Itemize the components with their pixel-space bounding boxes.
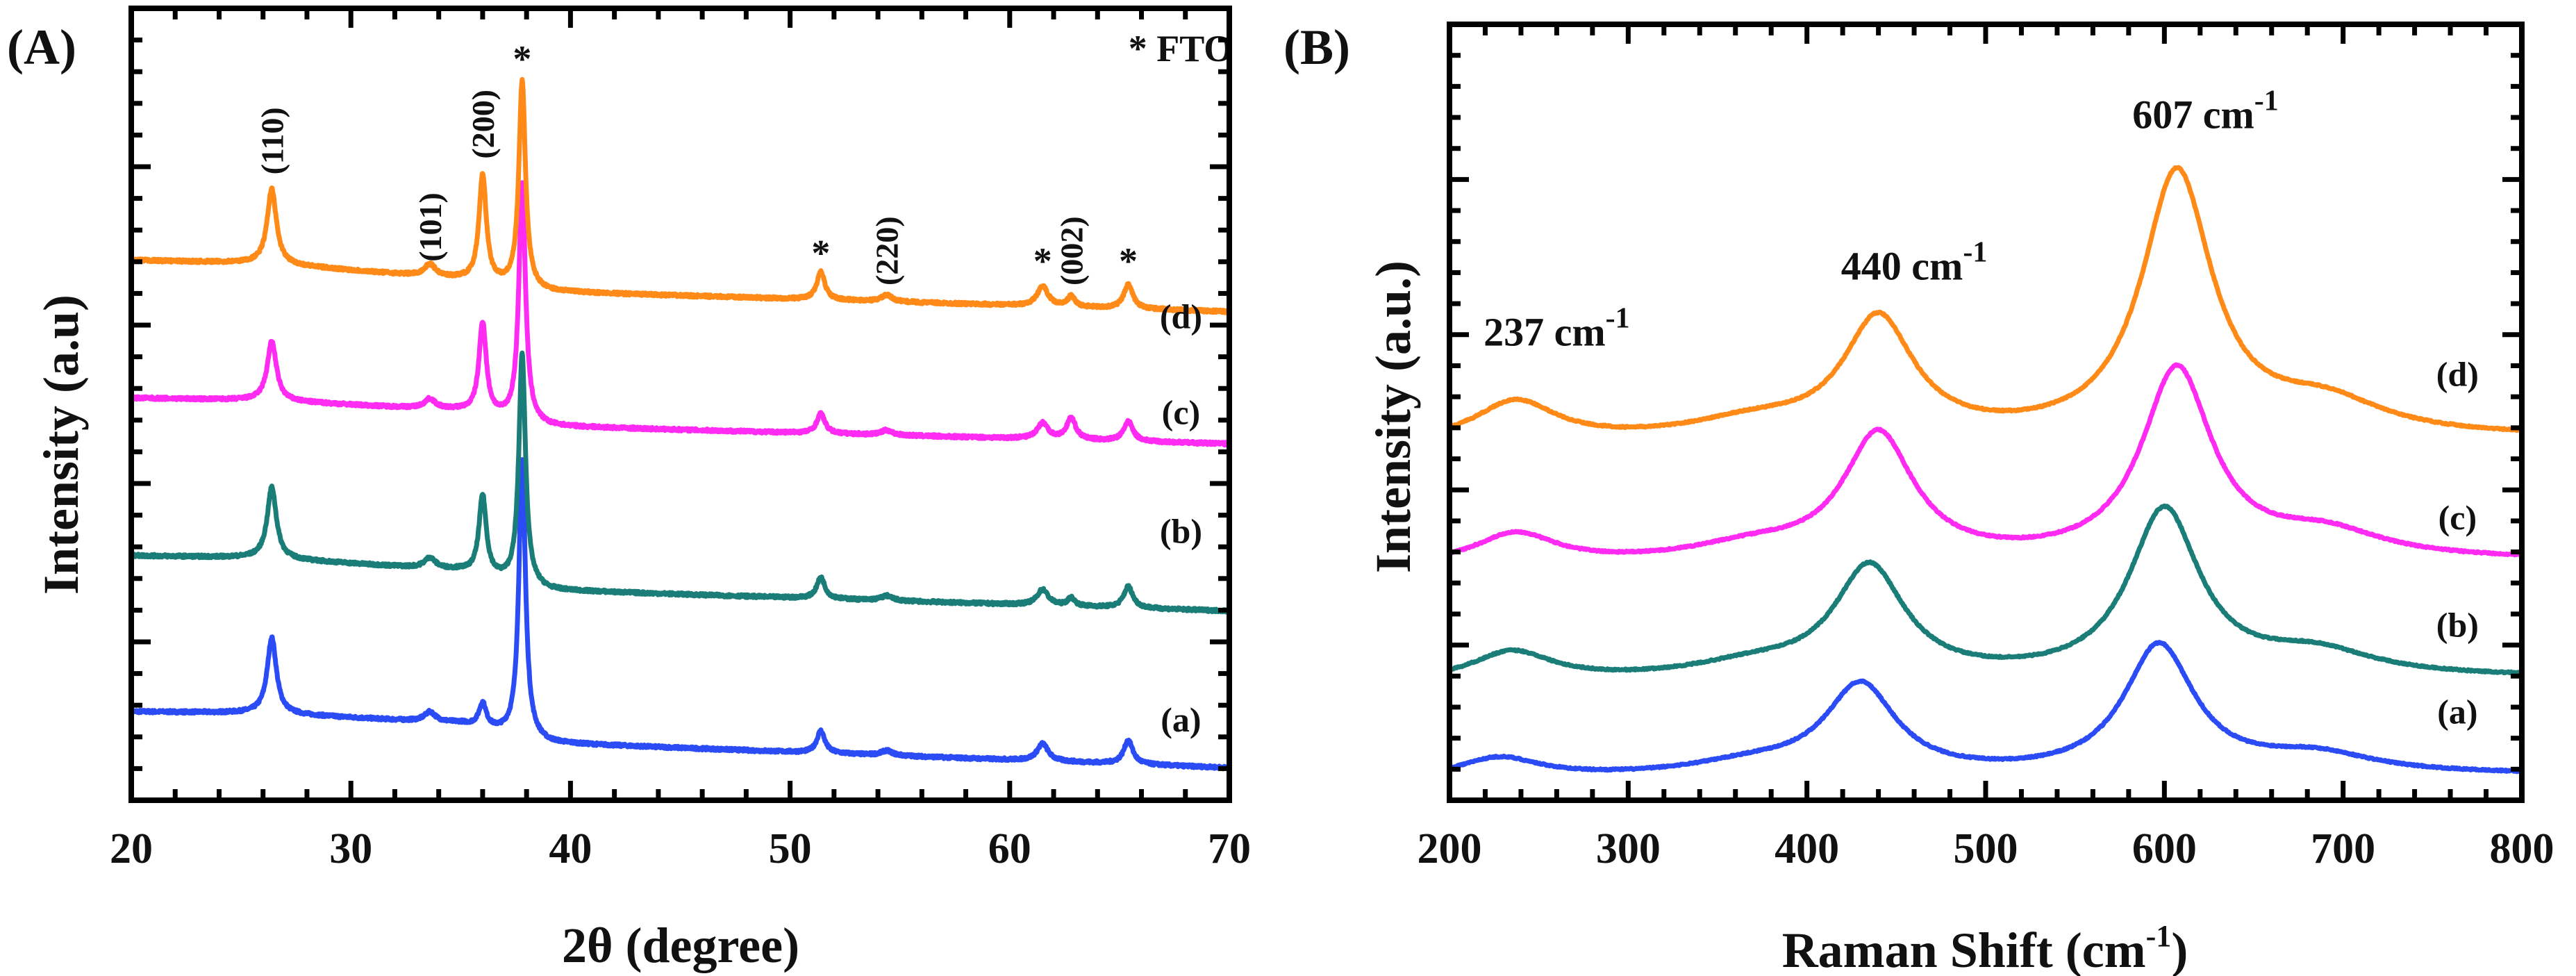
peak-annotation: 607 cm-1 [2132, 85, 2279, 138]
x-tick-label: 200 [1418, 825, 1482, 872]
peak-annotation-value: 440 cm [1841, 243, 1963, 288]
panel-label-a: (A) [7, 19, 76, 75]
x-axis-title-b-end: ) [2171, 923, 2188, 976]
x-tick-label: 40 [549, 825, 592, 872]
series-line-d [131, 76, 1229, 315]
peak-annotation: (220) [870, 216, 905, 286]
fto-marker: * [811, 233, 830, 274]
series-label-a: (a) [2437, 692, 2477, 731]
plot-frame [1447, 22, 2525, 803]
panel-label-b: (B) [1283, 19, 1350, 75]
y-axis-title-b: Intensity (a.u.) [1365, 260, 1421, 573]
x-tick-label: 600 [2132, 825, 2197, 872]
x-axis-title-a: 2θ (degree) [562, 918, 799, 973]
series-line-a [131, 457, 1229, 772]
peak-annotation-sup: -1 [1963, 236, 1987, 268]
series-label-a: (a) [1161, 700, 1201, 739]
series-label-c: (c) [2438, 498, 2477, 537]
series-line-b [1449, 503, 2522, 676]
peak-annotation: 237 cm-1 [1484, 302, 1630, 354]
series-label-d: (d) [1160, 297, 1202, 336]
peak-annotation: (002) [1054, 216, 1089, 286]
series-line-d [1449, 165, 2522, 433]
series-label-b: (b) [1160, 512, 1202, 551]
x-tick-label: 70 [1208, 825, 1251, 872]
peak-annotation: (110) [254, 107, 290, 174]
x-tick-label: 60 [988, 825, 1031, 872]
peak-annotation-sup: -1 [1606, 302, 1630, 334]
y-axis-title-a: Intensity (a.u) [33, 295, 89, 595]
fto-legend-note: * FTO [1129, 28, 1233, 69]
x-tick-label: 400 [1775, 825, 1839, 872]
x-tick-label: 50 [769, 825, 812, 872]
x-tick-label: 20 [110, 825, 153, 872]
series-line-c [1449, 362, 2522, 558]
series-line-b [131, 350, 1229, 615]
series-label-d: (d) [2436, 355, 2479, 394]
peak-annotation: (200) [465, 90, 501, 159]
xrd-panel: (A) * FTO 2θ (degree) Intensity (a.u) (a… [7, 6, 1251, 973]
x-tick-label: 500 [1954, 825, 2018, 872]
series-label-c: (c) [1162, 393, 1201, 432]
raman-panel: (B) Raman Shift (cm-1) Intensity (a.u.) … [1283, 19, 2554, 976]
series-label-b: (b) [2436, 605, 2479, 644]
x-tick-label: 300 [1596, 825, 1661, 872]
peak-annotation-value: 237 cm [1484, 309, 1606, 354]
x-axis-title-b: Raman Shift (cm-1) [1782, 919, 2188, 976]
peak-annotation-value: 607 cm [2132, 92, 2254, 138]
fto-marker: * [1033, 240, 1052, 282]
peak-annotation: 440 cm-1 [1841, 236, 1988, 288]
x-tick-label: 30 [329, 825, 372, 872]
x-axis-title-b-main: Raman Shift (cm [1782, 923, 2146, 976]
fto-marker: * [1119, 240, 1138, 282]
plot-frame [128, 6, 1232, 803]
series-line-a [1449, 640, 2522, 775]
series-line-c [131, 180, 1229, 448]
fto-marker: * [513, 38, 531, 80]
peak-annotation-sup: -1 [2254, 85, 2279, 117]
x-tick-label: 800 [2490, 825, 2554, 872]
peak-annotation: (101) [413, 192, 448, 262]
x-tick-label: 700 [2311, 825, 2375, 872]
x-axis-title-b-sup: -1 [2146, 919, 2172, 953]
